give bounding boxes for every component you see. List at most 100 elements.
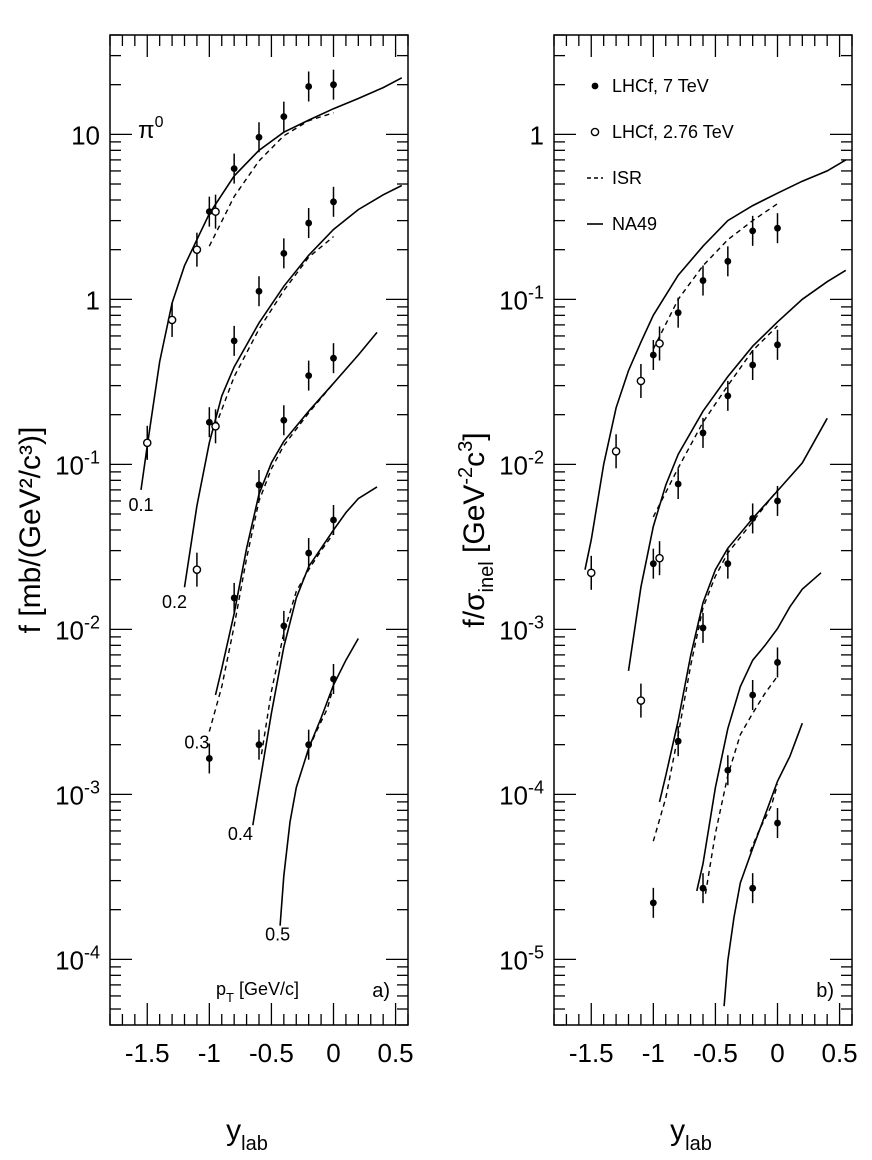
- legend-label: ISR: [612, 168, 642, 188]
- panel-label: a): [372, 980, 390, 1002]
- na49-curve: [183, 184, 403, 588]
- lhcf-7tev-point: [305, 549, 313, 557]
- lhcf-7tev-point: [749, 227, 757, 235]
- pt-group-2: 0.2: [162, 184, 403, 612]
- lhcf-7tev-point: [724, 766, 732, 774]
- panel-b: -1.5 -1 -0.5 0 0.510-510-410-310-210-11ylabb…: [455, 34, 858, 1155]
- lhcf-7tev-point: [749, 884, 757, 892]
- isr-curve: [214, 236, 334, 427]
- pt-group-3: 0.3: [184, 331, 378, 774]
- y-axis-title-sub: inel: [476, 561, 498, 592]
- na49-curve: [696, 572, 822, 892]
- lhcf-7tev-point: [674, 737, 682, 745]
- y-tick-exponent: -3: [84, 777, 100, 797]
- particle-symbol: π: [138, 117, 155, 144]
- y-tick-label: 10-1: [499, 282, 544, 315]
- lhcf-7tev-point: [774, 341, 781, 349]
- lhcf-7tev-point: [305, 372, 313, 379]
- na49-curve: [658, 417, 828, 803]
- isr-curve: [652, 325, 778, 518]
- x-tick-label: 0: [770, 1038, 784, 1068]
- y-tick-label: 10-1: [55, 447, 100, 480]
- y-tick-label: 10-3: [55, 777, 100, 810]
- legend-label: LHCf, 2.76 TeV: [612, 122, 734, 142]
- pt-value-label: 0.3: [184, 732, 209, 752]
- x-axis-title-sub: lab: [685, 1133, 712, 1155]
- y-tick-label: 10-3: [499, 612, 544, 645]
- y-axis-title: f [mb/(GeV²/c³)]: [14, 427, 47, 634]
- lhcf-7tev-point: [280, 622, 288, 630]
- lhcf-7tev-point: [255, 481, 263, 489]
- pt-group-5: 0.5: [265, 638, 359, 945]
- y-tick-exponent: -1: [528, 282, 544, 302]
- lhcf-7tev-point: [749, 691, 757, 699]
- x-axis-title-sub: lab: [241, 1133, 268, 1155]
- lhcf-276tev-point: [655, 553, 664, 563]
- x-tick-label: -1.5: [569, 1038, 614, 1068]
- y-axis-title-main: f/σ: [458, 592, 491, 628]
- x-tick-label: 0.5: [378, 1038, 414, 1068]
- y-axis-title-sup: 3: [455, 441, 477, 452]
- isr-curve: [704, 675, 779, 894]
- y-tick-base: 10: [499, 615, 528, 645]
- pt-group-1: [584, 159, 847, 590]
- isr-curve: [749, 784, 779, 852]
- lhcf-7tev-point: [280, 416, 288, 424]
- lhcf-7tev-point: [330, 81, 337, 89]
- y-tick-label: 1: [530, 120, 544, 150]
- x-axis-title-main: y: [670, 1114, 685, 1147]
- lhcf-7tev-point: [699, 884, 707, 892]
- y-axis-title-unit: c: [458, 452, 491, 467]
- na49-curve: [279, 638, 359, 926]
- pt-axis-note-sub: T: [226, 990, 234, 1005]
- lhcf-276tev-point: [211, 422, 220, 431]
- pt-value-label: 0.1: [129, 495, 154, 515]
- y-axis-title-unit: ]: [458, 432, 491, 440]
- y-tick-exponent: -4: [84, 942, 100, 962]
- isr-curve: [652, 203, 778, 350]
- pt-group-2: [627, 269, 847, 718]
- y-tick-exponent: -1: [84, 447, 100, 467]
- pt-axis-note-main: p: [216, 979, 226, 999]
- legend-label: LHCf, 7 TeV: [612, 76, 709, 96]
- lhcf-7tev-point: [330, 354, 337, 362]
- isr-curve: [208, 382, 335, 732]
- legend-marker-open: [590, 127, 600, 137]
- lhcf-7tev-point: [699, 429, 707, 437]
- na49-curve: [723, 722, 804, 1007]
- particle-charge: 0: [155, 114, 164, 131]
- x-axis-title-main: y: [226, 1114, 241, 1147]
- plot-frame: [109, 34, 409, 1026]
- lhcf-7tev-point: [699, 624, 707, 632]
- y-axis-title: f/σinel [GeV-2c3]: [455, 432, 498, 627]
- lhcf-7tev-point: [724, 257, 732, 265]
- lhcf-7tev-point: [649, 899, 657, 907]
- lhcf-7tev-point: [674, 309, 682, 317]
- lhcf-276tev-point: [192, 565, 202, 574]
- lhcf-276tev-point: [142, 438, 152, 448]
- y-tick-label: 10-2: [55, 612, 100, 645]
- lhcf-276tev-point: [211, 207, 220, 216]
- lhcf-276tev-point: [192, 245, 202, 254]
- x-tick-label: -0.5: [249, 1038, 294, 1068]
- y-axis-title-unit: [GeV: [458, 485, 491, 562]
- lhcf-7tev-point: [649, 560, 657, 568]
- lhcf-7tev-point: [330, 516, 337, 524]
- panel-label: b): [816, 980, 834, 1002]
- lhcf-7tev-point: [305, 741, 313, 749]
- y-tick-exponent: -2: [528, 447, 544, 467]
- lhcf-7tev-point: [749, 361, 757, 369]
- x-tick-label: -1: [198, 1038, 221, 1068]
- pt-group-3: [649, 417, 828, 918]
- y-tick-base: 1: [530, 120, 544, 150]
- na49-curve: [252, 486, 378, 826]
- y-tick-base: 10: [55, 780, 84, 810]
- lhcf-7tev-point: [774, 497, 781, 505]
- lhcf-7tev-point: [305, 219, 313, 227]
- x-tick-label: -0.5: [693, 1038, 738, 1068]
- y-tick-base: 1: [86, 285, 100, 315]
- lhcf-276tev-point: [167, 315, 177, 325]
- lhcf-7tev-point: [280, 249, 288, 257]
- y-tick-base: 10: [55, 450, 84, 480]
- y-tick-base: 10: [55, 615, 84, 645]
